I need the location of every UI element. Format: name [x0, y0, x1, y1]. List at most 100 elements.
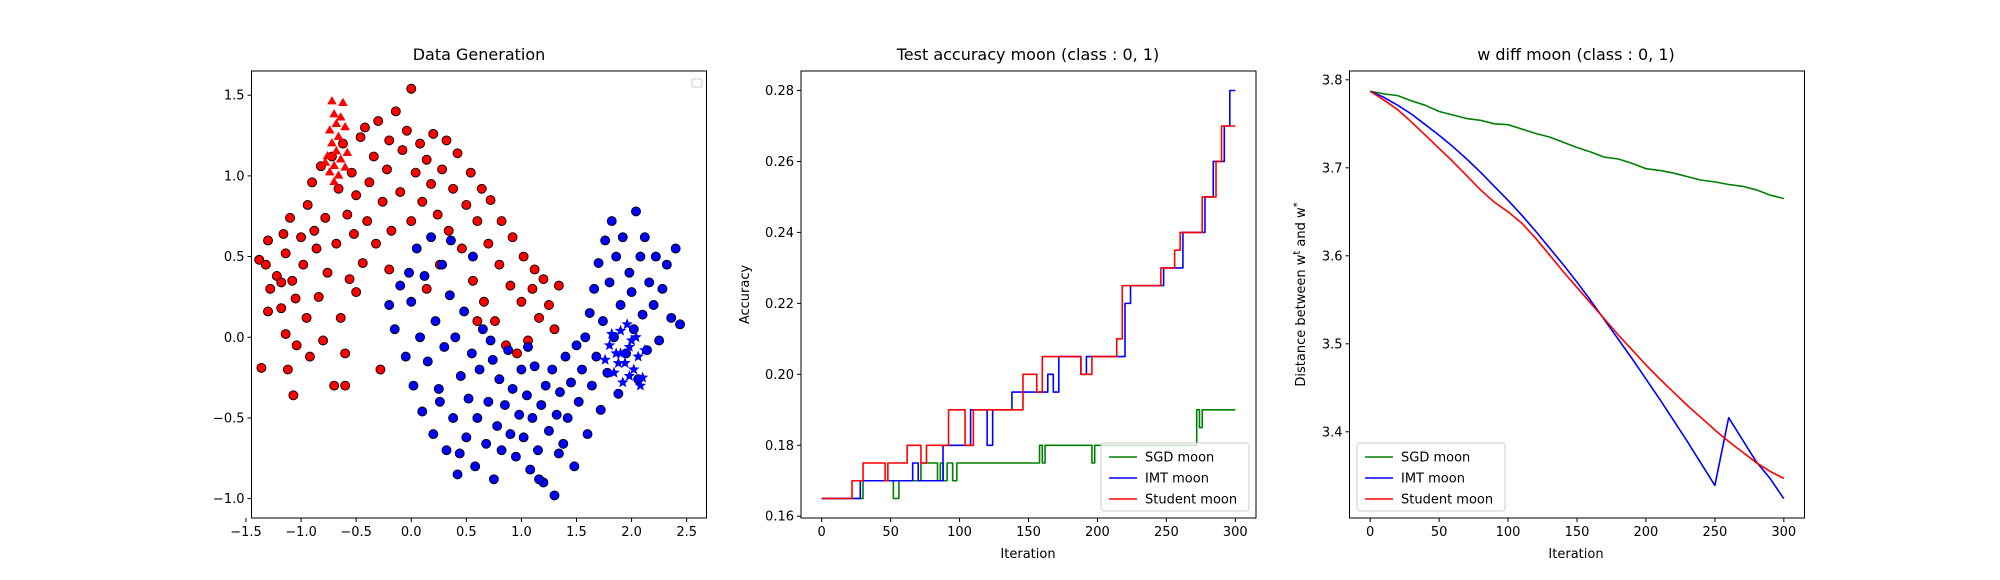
scatter-point	[433, 383, 444, 394]
scatter-point	[375, 364, 386, 375]
scatter-point	[386, 225, 397, 236]
chart-title: Test accuracy moon (class : 0, 1)	[896, 45, 1160, 64]
scatter-point	[285, 212, 296, 223]
x-tick-label: 250	[1154, 525, 1179, 540]
triangle-point	[331, 118, 342, 128]
legend-label: IMT moon	[1401, 472, 1465, 487]
scatter-point	[432, 209, 443, 220]
scatter-point	[472, 316, 483, 327]
y-tick-label: 3.8	[1322, 73, 1343, 88]
scatter-point	[600, 235, 611, 246]
legend-box	[1100, 442, 1250, 512]
star-point	[623, 340, 636, 352]
x-tick-label: 50	[1431, 525, 1448, 540]
scatter-point	[534, 312, 544, 323]
y-tick-label: 0.0	[224, 331, 245, 346]
x-axis-label: Iteration	[1000, 547, 1055, 562]
plot-area	[1369, 90, 1785, 500]
scatter-point	[604, 277, 615, 288]
y-tick-label: 0.28	[765, 84, 794, 99]
star-point	[614, 324, 627, 336]
scatter-point	[450, 332, 461, 343]
scatter-point	[507, 383, 518, 394]
triangle-point	[331, 146, 342, 155]
scatter-point	[260, 259, 271, 270]
y-tick-label: 3.4	[1322, 425, 1343, 440]
series-layer	[1369, 90, 1785, 500]
series-layer	[254, 83, 686, 501]
scatter-point	[426, 179, 437, 189]
star-point	[639, 344, 651, 356]
scatter-point	[395, 280, 406, 291]
scatter-point	[290, 293, 301, 304]
scatter-point	[419, 270, 430, 281]
legend-label: Student moon	[1145, 493, 1237, 508]
scatter-point	[360, 122, 370, 133]
scatter-point	[631, 206, 641, 217]
scatter-point	[562, 412, 573, 423]
scatter-point	[452, 148, 463, 159]
x-tick-label: 250	[1702, 525, 1727, 540]
scatter-point	[456, 243, 467, 254]
x-tick-label: 2.5	[676, 525, 697, 540]
scatter-point	[349, 229, 359, 239]
scatter-point	[344, 274, 355, 285]
scatter-point	[617, 232, 628, 243]
scatter-point	[505, 429, 516, 440]
x-tick-label: 100	[947, 525, 972, 540]
scatter-point	[382, 164, 392, 175]
x-tick-label: 0	[1366, 525, 1374, 540]
legend	[691, 78, 703, 88]
scatter-point	[483, 238, 494, 249]
triangle-point	[338, 138, 348, 147]
scatter-point	[421, 154, 432, 165]
y-axis-label-sup-star: *	[1292, 202, 1303, 207]
x-tick-label: 100	[1496, 525, 1521, 540]
star-point	[610, 347, 622, 359]
scatter-point	[389, 324, 400, 335]
scatter-point	[256, 362, 267, 373]
series-line-student-moon	[1369, 90, 1785, 480]
scatter-point	[415, 332, 426, 343]
scatter-point	[428, 429, 439, 440]
series-line-imt-moon	[1369, 90, 1785, 500]
x-tick-label: −1.5	[230, 525, 262, 540]
scatter-point	[461, 432, 472, 443]
star-point	[617, 376, 629, 388]
line-chart-test-accuracy: Test accuracy moon (class : 0, 1) 0 50 100…	[738, 45, 1257, 562]
scatter-point	[512, 348, 522, 359]
triangle-point	[342, 147, 353, 157]
scatter-point	[505, 280, 516, 291]
scatter-point	[276, 277, 287, 288]
scatter-point	[615, 300, 626, 310]
triangle-point	[333, 131, 344, 140]
scatter-point	[479, 296, 489, 307]
scatter-point	[463, 393, 474, 404]
scatter-point	[490, 316, 500, 327]
y-axis-ticks: 3.4 3.5 3.6 3.7 3.8	[1322, 73, 1350, 440]
scatter-point	[461, 199, 472, 210]
scatter-point	[481, 438, 492, 449]
triangle-point	[322, 151, 333, 160]
scatter-point	[639, 232, 650, 243]
scatter-point	[558, 438, 569, 449]
scatter-point	[320, 212, 331, 223]
x-tick-label: 300	[1223, 525, 1248, 540]
scatter-point	[454, 448, 465, 459]
scatter-point	[527, 412, 538, 423]
scatter-point	[472, 412, 483, 423]
y-tick-label: 3.7	[1322, 161, 1343, 176]
scatter-point	[544, 300, 554, 310]
axes-frame	[251, 70, 707, 519]
star-point	[623, 369, 636, 381]
star-point	[614, 347, 627, 359]
scatter-point	[362, 216, 373, 227]
legend-box	[691, 78, 703, 88]
y-axis-ticks: −1.0 −0.5 0.0 0.5 1.0 1.5	[213, 89, 252, 507]
x-axis-label: Iteration	[1548, 547, 1603, 562]
y-axis-label-sup-t: t	[1292, 251, 1303, 255]
legend-label: IMT moon	[1145, 472, 1209, 487]
triangle-point	[338, 97, 348, 107]
x-tick-label: 0.5	[456, 525, 477, 540]
scatter-point	[606, 216, 617, 227]
